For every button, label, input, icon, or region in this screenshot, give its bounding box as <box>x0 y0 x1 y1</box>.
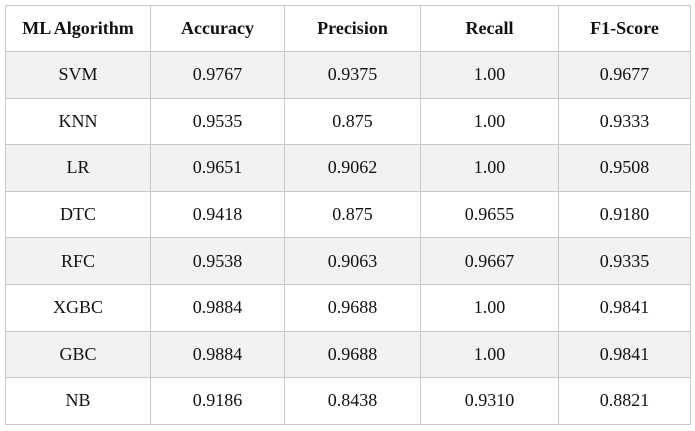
table-cell: 0.9335 <box>558 237 691 285</box>
table-cell: 0.9651 <box>150 144 285 192</box>
table-cell: 0.8438 <box>284 377 421 425</box>
table-cell: 1.00 <box>420 144 559 192</box>
table-cell: 0.875 <box>284 190 421 239</box>
table-cell: LR <box>5 144 151 192</box>
table-row: RFC 0.9538 0.9063 0.9667 0.9335 <box>5 237 691 285</box>
header-cell: Precision <box>284 5 421 52</box>
table-cell: DTC <box>5 190 151 239</box>
header-row: ML Algorithm Accuracy Precision Recall F1-Sc… <box>5 5 691 52</box>
table-cell: 0.8821 <box>558 377 691 425</box>
table-cell: RFC <box>5 237 151 285</box>
table-cell: NB <box>5 377 151 425</box>
table-cell: 0.9667 <box>420 237 559 285</box>
table-row: DTC 0.9418 0.875 0.9655 0.9180 <box>5 190 691 239</box>
table-cell: 0.9418 <box>150 190 285 239</box>
table-cell: 0.9767 <box>150 51 285 99</box>
results-table: ML Algorithm Accuracy Precision Recall F1-Sc… <box>5 5 691 425</box>
header-cell: F1-Score <box>558 5 691 52</box>
table-row: XGBC 0.9884 0.9688 1.00 0.9841 <box>5 283 691 332</box>
table-cell: 0.9180 <box>558 190 691 239</box>
table-cell: 0.9310 <box>420 377 559 425</box>
table-row: LR 0.9651 0.9062 1.00 0.9508 <box>5 144 691 192</box>
table-row: NB 0.9186 0.8438 0.9310 0.8821 <box>5 377 691 425</box>
table-row: SVM 0.9767 0.9375 1.00 0.9677 <box>5 51 691 99</box>
table-body: SVM 0.9767 0.9375 1.00 0.9677 KNN 0.9535 0.875 1… <box>5 51 691 425</box>
table-cell: 0.9677 <box>558 51 691 99</box>
header-cell: ML Algorithm <box>5 5 151 52</box>
table-cell: 1.00 <box>420 51 559 99</box>
table-cell: 0.9655 <box>420 190 559 239</box>
table-cell: XGBC <box>5 283 151 332</box>
table-cell: 0.9884 <box>150 330 285 379</box>
table-cell: 0.9841 <box>558 330 691 379</box>
table-cell: 1.00 <box>420 283 559 332</box>
table-cell: 1.00 <box>420 97 559 146</box>
table-head: ML Algorithm Accuracy Precision Recall F1-Sc… <box>5 5 691 52</box>
table-cell: KNN <box>5 97 151 146</box>
table-row: GBC 0.9884 0.9688 1.00 0.9841 <box>5 330 691 379</box>
table-cell: 0.9841 <box>558 283 691 332</box>
table-cell: 0.9535 <box>150 97 285 146</box>
table-row: KNN 0.9535 0.875 1.00 0.9333 <box>5 97 691 146</box>
table-cell: 1.00 <box>420 330 559 379</box>
table-cell: 0.9333 <box>558 97 691 146</box>
table-cell: 0.9063 <box>284 237 421 285</box>
table-cell: 0.9538 <box>150 237 285 285</box>
table-cell: 0.9884 <box>150 283 285 332</box>
table-cell: GBC <box>5 330 151 379</box>
table-cell: SVM <box>5 51 151 99</box>
header-cell: Recall <box>420 5 559 52</box>
table-cell: 0.9186 <box>150 377 285 425</box>
header-cell: Accuracy <box>150 5 285 52</box>
table-cell: 0.9688 <box>284 283 421 332</box>
table-cell: 0.9688 <box>284 330 421 379</box>
table-cell: 0.875 <box>284 97 421 146</box>
table-cell: 0.9062 <box>284 144 421 192</box>
table-cell: 0.9375 <box>284 51 421 99</box>
table-cell: 0.9508 <box>558 144 691 192</box>
